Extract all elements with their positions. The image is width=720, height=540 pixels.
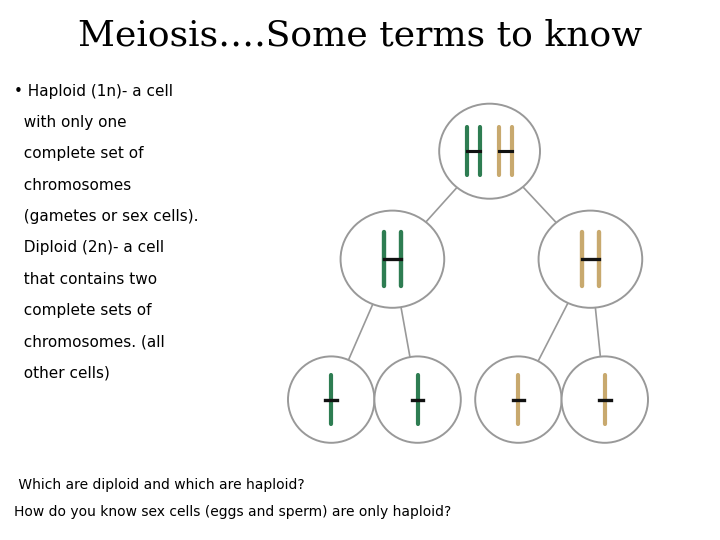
Ellipse shape bbox=[374, 356, 461, 443]
Ellipse shape bbox=[288, 356, 374, 443]
Text: other cells): other cells) bbox=[14, 366, 110, 381]
Text: chromosomes. (all: chromosomes. (all bbox=[14, 334, 165, 349]
Text: Which are diploid and which are haploid?: Which are diploid and which are haploid? bbox=[14, 478, 305, 492]
Text: with only one: with only one bbox=[14, 115, 127, 130]
Text: • Haploid (1n)- a cell: • Haploid (1n)- a cell bbox=[14, 84, 174, 99]
Ellipse shape bbox=[439, 104, 540, 199]
Text: chromosomes: chromosomes bbox=[14, 178, 132, 193]
Text: Diploid (2n)- a cell: Diploid (2n)- a cell bbox=[14, 240, 165, 255]
Text: Meiosis….Some terms to know: Meiosis….Some terms to know bbox=[78, 19, 642, 53]
Text: (gametes or sex cells).: (gametes or sex cells). bbox=[14, 209, 199, 224]
Ellipse shape bbox=[562, 356, 648, 443]
Text: that contains two: that contains two bbox=[14, 272, 158, 287]
Text: complete sets of: complete sets of bbox=[14, 303, 152, 318]
Text: How do you know sex cells (eggs and sperm) are only haploid?: How do you know sex cells (eggs and sper… bbox=[14, 505, 451, 519]
Ellipse shape bbox=[475, 356, 562, 443]
Text: complete set of: complete set of bbox=[14, 146, 144, 161]
Ellipse shape bbox=[341, 211, 444, 308]
Ellipse shape bbox=[539, 211, 642, 308]
